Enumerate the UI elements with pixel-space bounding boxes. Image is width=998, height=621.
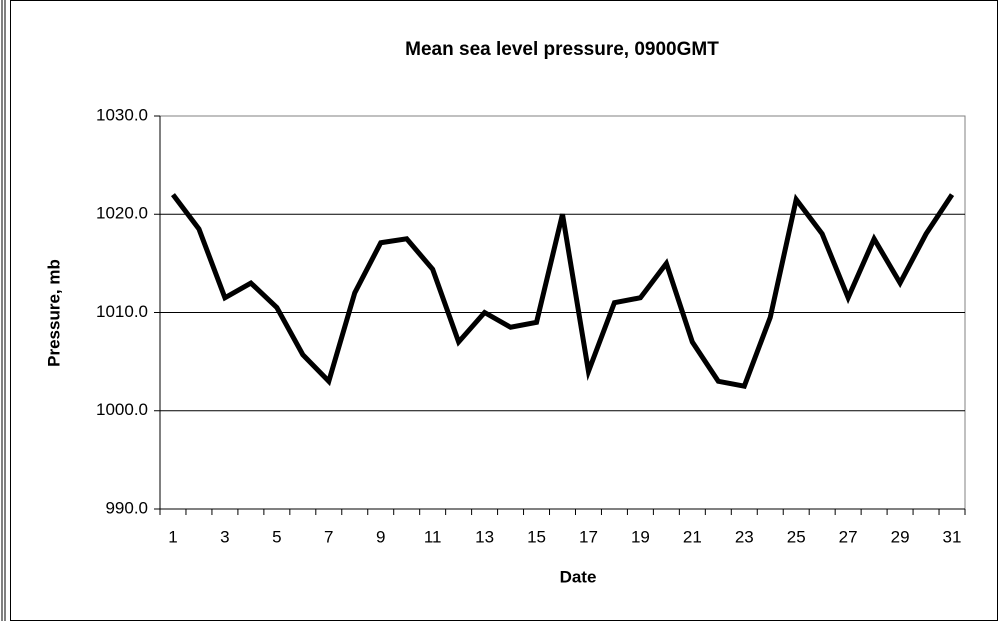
y-tick-label: 990.0 — [105, 498, 148, 517]
x-tick-label: 13 — [475, 527, 494, 546]
x-tick-label: 11 — [424, 527, 442, 546]
x-tick-label: 21 — [683, 527, 702, 546]
x-tick-label: 15 — [527, 527, 546, 546]
chart-title: Mean sea level pressure, 0900GMT — [405, 39, 719, 60]
line-series — [170, 193, 955, 390]
y-axis-label: Pressure, mb — [44, 259, 63, 367]
x-axis-label: Date — [560, 567, 597, 586]
x-tick-label: 9 — [376, 527, 385, 546]
x-tick-label: 19 — [631, 527, 650, 546]
x-tick-label: 27 — [839, 527, 858, 546]
x-tick-label: 1 — [168, 527, 177, 546]
y-tick-label: 1030.0 — [96, 105, 148, 124]
x-tick-label: 25 — [787, 527, 806, 546]
y-tick-label: 1020.0 — [96, 204, 148, 223]
x-tick-label: 29 — [891, 527, 910, 546]
x-tick-label: 7 — [324, 527, 333, 546]
x-tick-label: 3 — [220, 527, 229, 546]
x-tick-label: 31 — [943, 527, 962, 546]
x-tick-label: 17 — [579, 527, 598, 546]
y-tick-label: 1000.0 — [96, 400, 148, 419]
x-tick-label: 5 — [272, 527, 281, 546]
x-tick-label: 23 — [735, 527, 754, 546]
y-tick-label: 1010.0 — [96, 302, 148, 321]
